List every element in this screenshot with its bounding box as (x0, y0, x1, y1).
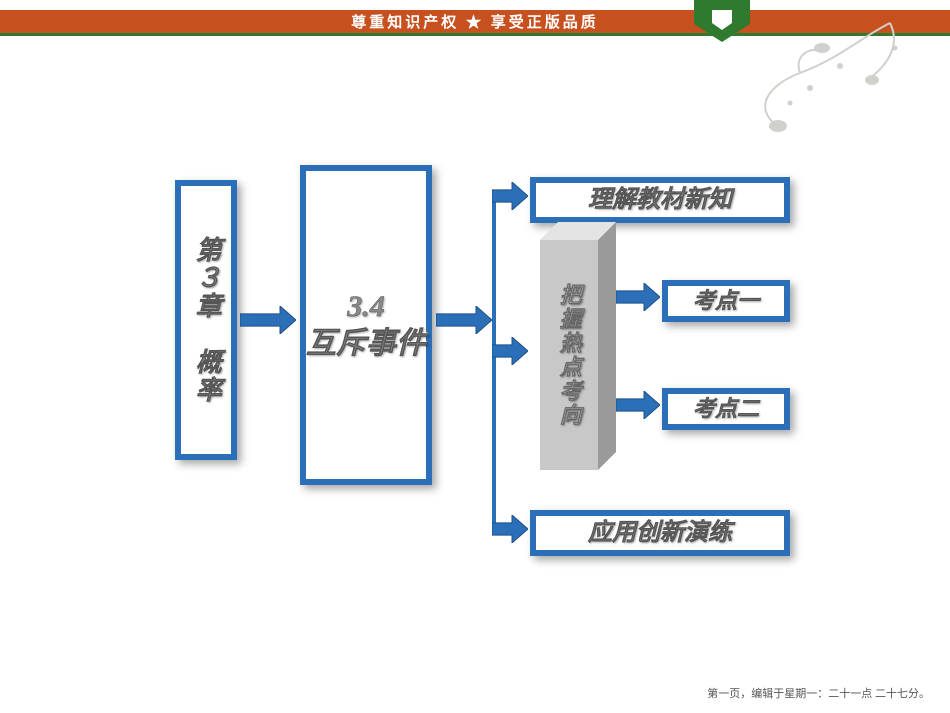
node-section: 3.4 互斥事件 (300, 165, 432, 485)
pillar-side-face (598, 222, 616, 470)
node-chapter: 第３章 概率 (175, 180, 237, 460)
arrow-icon (240, 306, 296, 334)
arrow-icon (492, 182, 528, 210)
arrow-icon (492, 515, 528, 543)
pillar-front-face: 把握热点考向 (540, 240, 598, 470)
node-practice: 应用创新演练 (530, 510, 790, 556)
arrow-icon (616, 391, 660, 419)
arrow-icon (492, 337, 528, 365)
diagram-stage: 第３章 概率 3.4 互斥事件 理解教材新知 把握热点考向 考点一 考点二 应用… (0, 0, 950, 713)
arrow-icon (616, 283, 660, 311)
node-kaodian-1: 考点一 (662, 280, 790, 322)
node-practice-label: 应用创新演练 (588, 518, 732, 548)
node-understand: 理解教材新知 (530, 177, 790, 223)
node-section-label: 3.4 互斥事件 (306, 288, 426, 363)
node-pillar: 把握热点考向 (540, 240, 598, 470)
node-k2-label: 考点二 (693, 395, 759, 423)
arrow-icon (436, 306, 492, 334)
node-k1-label: 考点一 (693, 287, 759, 315)
node-chapter-label: 第３章 概率 (190, 236, 223, 404)
node-kaodian-2: 考点二 (662, 388, 790, 430)
footer-text: 第一页，编辑于星期一：二十一点 二十七分。 (707, 685, 930, 701)
node-pillar-label: 把握热点考向 (555, 283, 583, 427)
node-understand-label: 理解教材新知 (588, 185, 732, 215)
